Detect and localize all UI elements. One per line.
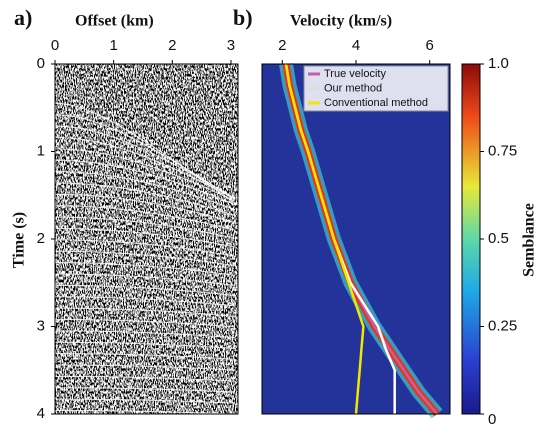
reflection	[55, 227, 236, 248]
x-tick-label: 3	[227, 37, 235, 54]
velocity-line	[284, 63, 365, 415]
panel-title: Offset (km)	[75, 13, 154, 30]
panel-title: Velocity (km/s)	[290, 13, 392, 30]
legend-box	[303, 65, 449, 112]
reflection	[55, 364, 236, 371]
x-tick-label: 1	[109, 37, 117, 54]
colorbar-tick-label: 0	[488, 411, 496, 424]
x-tick-label: 2	[278, 37, 286, 54]
x-tick-label: 0	[51, 37, 59, 54]
reflection	[54, 216, 236, 239]
reflection	[55, 205, 236, 231]
reflection	[55, 273, 236, 286]
colorbar-tick-label: 0.25	[488, 317, 517, 334]
reflection	[55, 239, 236, 257]
reflection	[55, 284, 236, 297]
reflection	[55, 250, 236, 267]
reflection	[55, 182, 236, 217]
legend-label: Our method	[324, 82, 382, 94]
reflection	[55, 398, 236, 404]
x-tick-label: 2	[168, 37, 176, 54]
reflection	[54, 125, 236, 199]
colorbar-tick-label: 1.0	[488, 55, 509, 72]
y-tick-label: 3	[37, 317, 45, 334]
reflection	[55, 262, 236, 276]
y-tick-label: 4	[37, 405, 45, 422]
reflection	[55, 318, 236, 328]
reflection	[55, 409, 236, 415]
panel-label: b)	[233, 5, 253, 30]
reflection	[55, 296, 236, 307]
panel-label: a)	[14, 5, 32, 30]
y-axis-label: Time (s)	[11, 212, 28, 268]
reflection	[55, 353, 236, 360]
legend-label: True velocity	[324, 68, 386, 80]
reflection	[54, 171, 236, 211]
y-tick-label: 1	[37, 142, 45, 159]
reflection	[55, 341, 236, 349]
reflection	[55, 330, 236, 339]
y-tick-label: 2	[37, 230, 45, 247]
plot-frame	[261, 63, 451, 415]
reflection	[54, 148, 236, 202]
legend-label: Conventional method	[324, 97, 428, 109]
reflection	[54, 102, 236, 204]
plot-frame	[54, 63, 239, 415]
reflection	[54, 136, 236, 200]
reflection	[55, 375, 236, 382]
reflection	[55, 159, 236, 206]
y-tick-label: 0	[37, 55, 45, 72]
reflection	[55, 307, 236, 317]
x-tick-label: 4	[352, 37, 360, 54]
x-tick-label: 6	[426, 37, 434, 54]
colorbar	[461, 63, 481, 415]
reflection	[55, 387, 236, 393]
colorbar-label: Semblance	[521, 203, 538, 277]
seismic-gather	[55, 64, 238, 414]
colorbar-tick-label: 0.75	[488, 142, 517, 159]
reflection	[55, 193, 236, 224]
colorbar-tick-label: 0.5	[488, 230, 509, 247]
